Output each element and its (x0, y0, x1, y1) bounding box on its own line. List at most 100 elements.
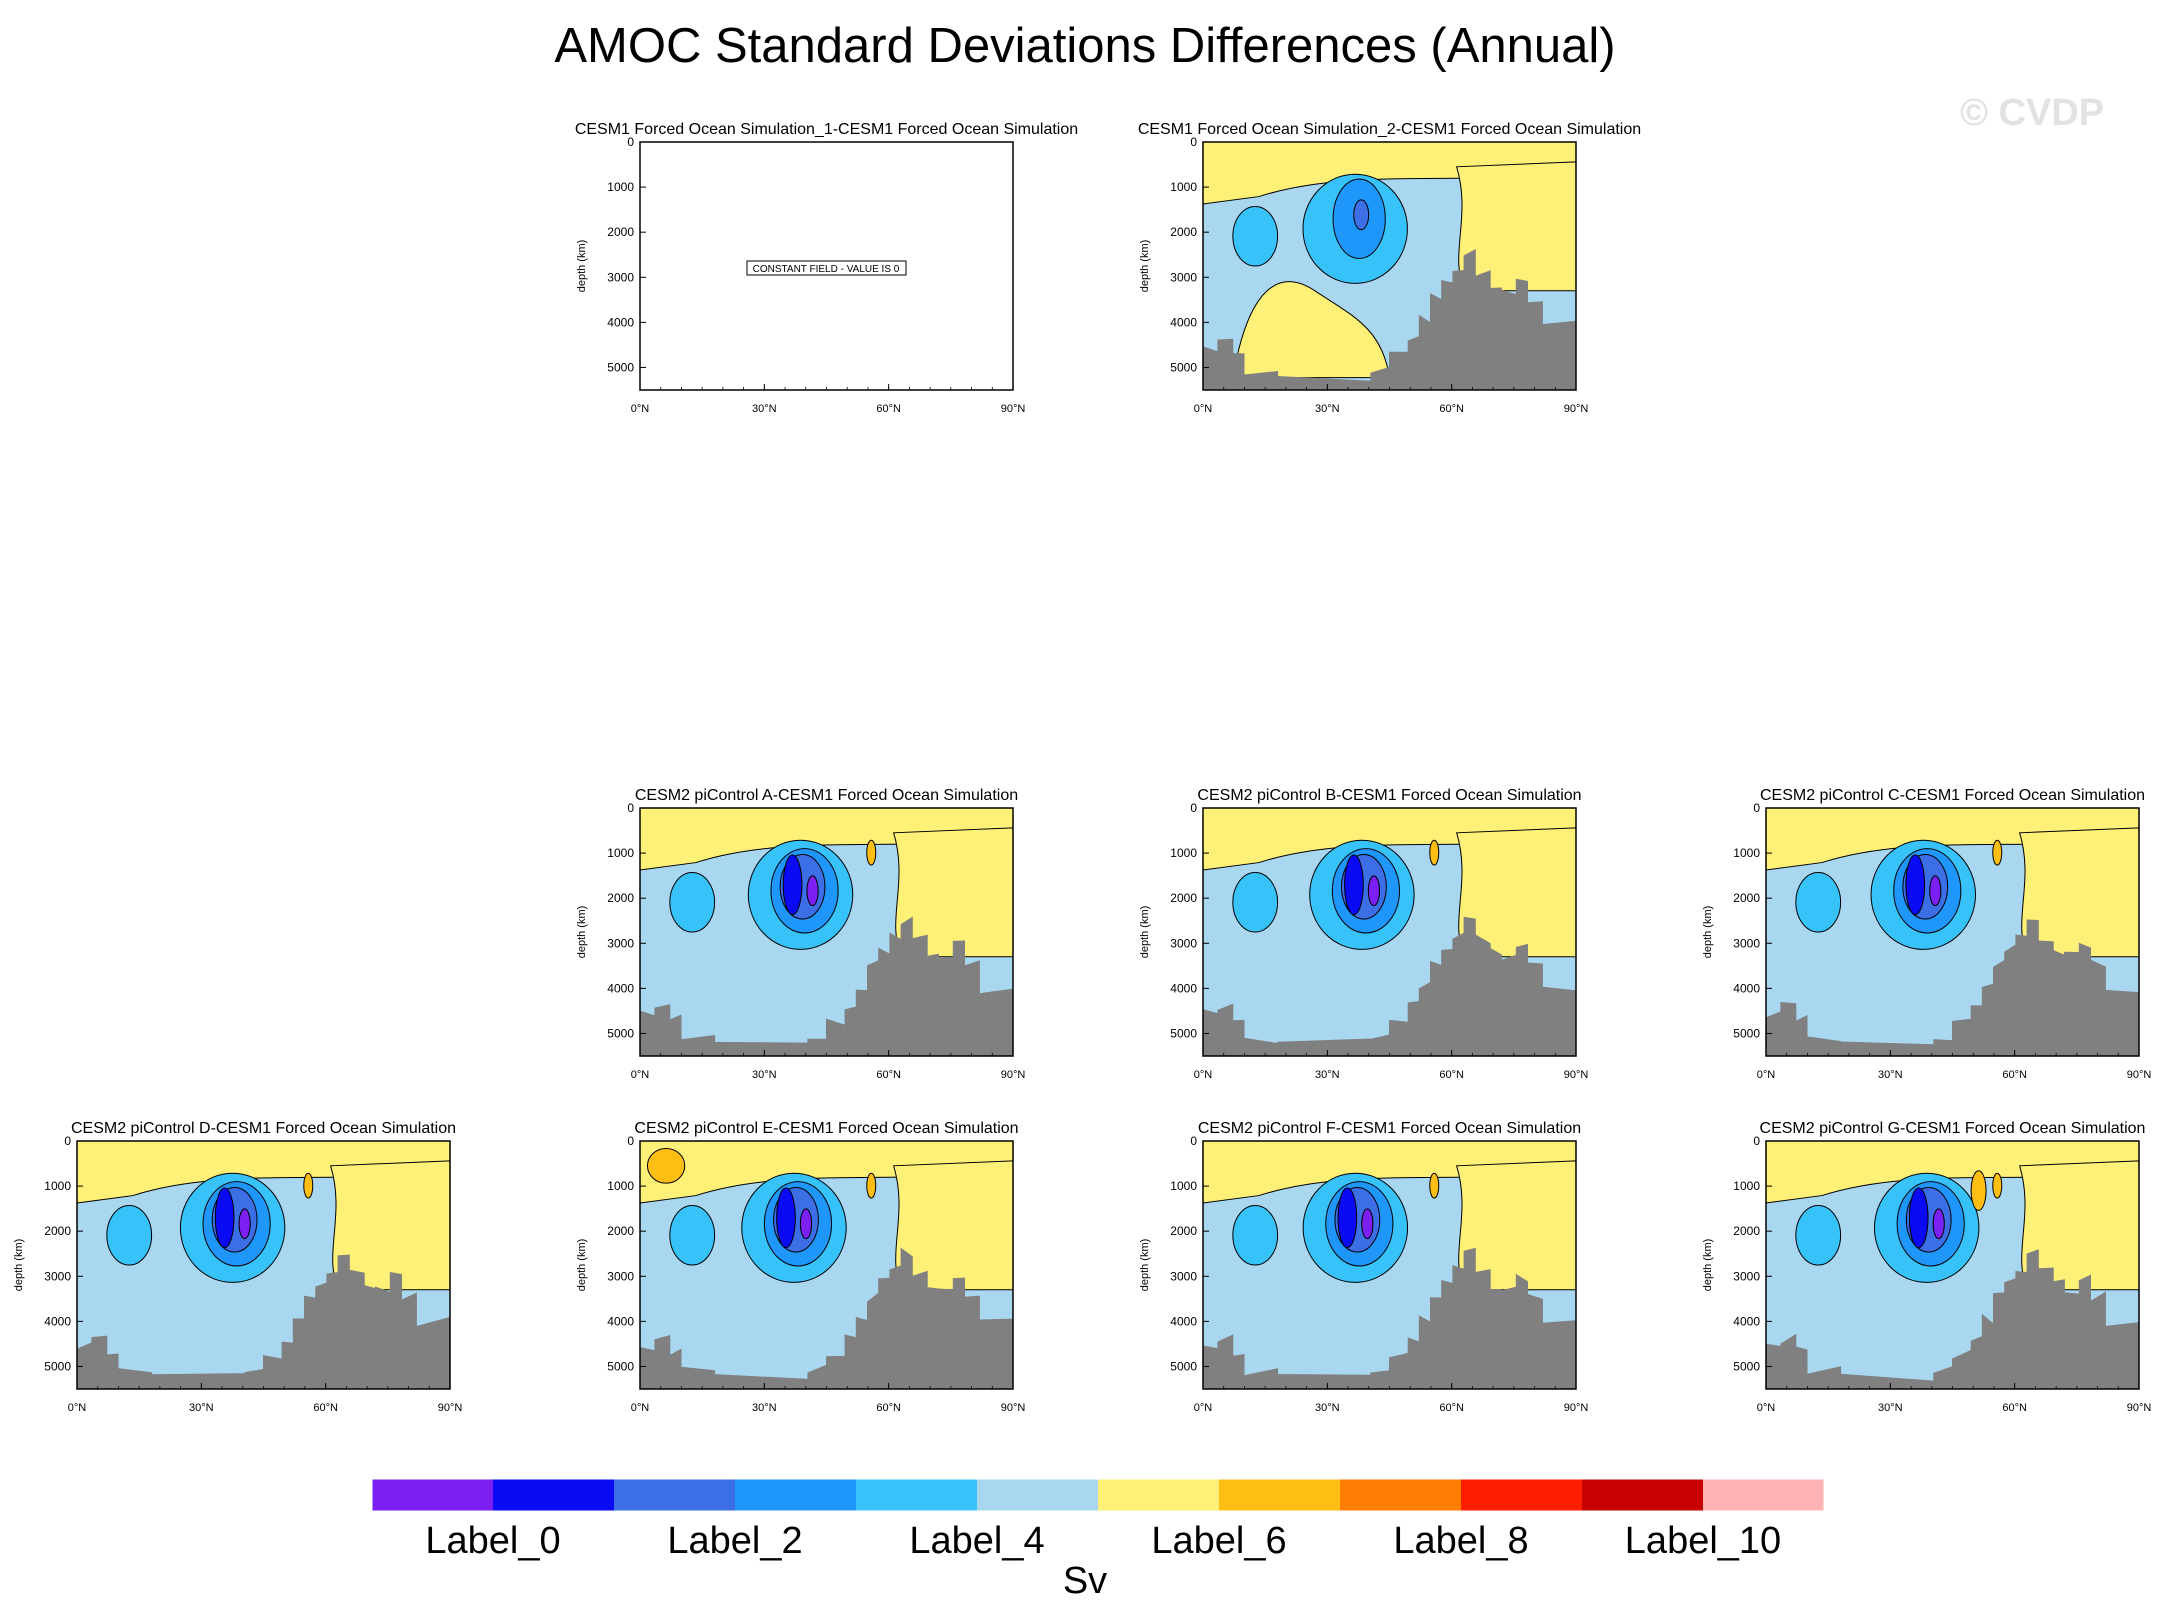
x-tick-label: 30°N (752, 1402, 777, 1414)
x-tick-label: 90°N (1564, 1402, 1589, 1414)
y-tick-label: 0 (1190, 801, 1197, 815)
panel-title: CESM2 piControl D-CESM1 Forced Ocean Sim… (71, 1120, 456, 1137)
contour-field (1203, 808, 1576, 1056)
panel-title: CESM1 Forced Ocean Simulation_2-CESM1 Fo… (1138, 121, 1641, 138)
x-tick-label: 30°N (189, 1402, 214, 1414)
positive-spot (866, 839, 877, 866)
panel-8: CESM2 piControl F-CESM1 Forced Ocean Sim… (1139, 1120, 1588, 1414)
bathymetry (1203, 1247, 1576, 1389)
x-tick-label: 0°N (631, 1402, 650, 1414)
y-tick-label: 5000 (44, 1359, 71, 1373)
x-tick-label: 30°N (752, 1069, 777, 1081)
constant-field-text: CONSTANT FIELD - VALUE IS 0 (753, 264, 900, 275)
y-tick-label: 4000 (1733, 1314, 1760, 1328)
y-tick-label: 0 (1190, 1134, 1197, 1148)
negative-cell-west (669, 871, 716, 933)
y-tick-label: 0 (627, 135, 634, 149)
x-tick-label: 60°N (2002, 1069, 2027, 1081)
y-tick-label: 5000 (607, 360, 634, 374)
y-tick-label: 1000 (607, 180, 634, 194)
panel-title: CESM2 piControl B-CESM1 Forced Ocean Sim… (1197, 787, 1581, 804)
panel-3: CESM2 piControl A-CESM1 Forced Ocean Sim… (576, 787, 1025, 1081)
y-axis-label: depth (km) (1139, 240, 1151, 293)
cvdp-watermark: © CVDP (1960, 92, 2105, 134)
y-tick-label: 1000 (1170, 180, 1197, 194)
deep-positive-region (1232, 281, 1391, 379)
positive-spot (303, 1172, 314, 1199)
x-tick-label: 30°N (1315, 1402, 1340, 1414)
y-tick-label: 5000 (607, 1026, 634, 1040)
x-tick-label: 90°N (1001, 1402, 1026, 1414)
y-tick-label: 4000 (1733, 981, 1760, 995)
negative-cell-west (1232, 1204, 1279, 1266)
negative-core (1337, 1187, 1358, 1249)
y-tick-label: 1000 (1170, 846, 1197, 860)
positive-spot (1992, 1172, 2003, 1199)
negative-core (1908, 1187, 1929, 1249)
panel-title: CESM1 Forced Ocean Simulation_1-CESM1 Fo… (575, 121, 1078, 138)
x-tick-label: 0°N (68, 1402, 87, 1414)
x-tick-label: 60°N (1439, 1402, 1464, 1414)
x-tick-label: 60°N (876, 403, 901, 415)
negative-cell-west (106, 1204, 153, 1266)
y-tick-label: 2000 (1170, 225, 1197, 239)
contour-field (640, 808, 1013, 1056)
figure-title: AMOC Standard Deviations Differences (An… (554, 19, 1616, 73)
y-tick-label: 2000 (607, 891, 634, 905)
y-tick-label: 3000 (1733, 1269, 1760, 1283)
y-tick-label: 4000 (44, 1314, 71, 1328)
panel-5: CESM2 piControl C-CESM1 Forced Ocean Sim… (1702, 787, 2151, 1081)
x-tick-label: 60°N (876, 1069, 901, 1081)
constant-field-label: CONSTANT FIELD - VALUE IS 0 (746, 260, 907, 276)
negative-peak (806, 875, 819, 907)
bathymetry (1766, 919, 2139, 1056)
bathymetry (640, 916, 1013, 1056)
x-tick-label: 0°N (1194, 1069, 1213, 1081)
negative-peak (799, 1208, 813, 1240)
positive-spot (866, 1172, 877, 1199)
x-tick-label: 30°N (1878, 1069, 1903, 1081)
x-tick-label: 30°N (752, 403, 777, 415)
panel-title: CESM2 piControl E-CESM1 Forced Ocean Sim… (634, 1120, 1018, 1137)
bathymetry (1203, 916, 1576, 1056)
x-tick-label: 60°N (876, 1402, 901, 1414)
y-tick-label: 0 (627, 801, 634, 815)
y-tick-label: 4000 (1170, 1314, 1197, 1328)
positive-spot-north (1970, 1170, 1987, 1211)
y-tick-label: 0 (627, 1134, 634, 1148)
y-tick-label: 1000 (1170, 1179, 1197, 1193)
x-tick-label: 90°N (1564, 403, 1589, 415)
positive-spot-west (646, 1147, 686, 1184)
y-axis-label: depth (km) (576, 1239, 588, 1292)
negative-core (776, 1187, 796, 1249)
x-tick-label: 90°N (1001, 1069, 1026, 1081)
x-tick-label: 90°N (1564, 1069, 1589, 1081)
negative-peak (1929, 875, 1942, 907)
y-tick-label: 4000 (607, 981, 634, 995)
negative-cell-west (1795, 871, 1842, 933)
bathymetry (77, 1254, 450, 1389)
contour-field (77, 1141, 450, 1389)
y-axis-label: depth (km) (1702, 906, 1714, 959)
y-tick-label: 4000 (1170, 315, 1197, 329)
y-tick-label: 2000 (607, 225, 634, 239)
x-tick-label: 90°N (1001, 403, 1026, 415)
y-tick-label: 3000 (607, 1269, 634, 1283)
panel-title: CESM2 piControl F-CESM1 Forced Ocean Sim… (1198, 1120, 1581, 1137)
panel-title: CESM2 piControl G-CESM1 Forced Ocean Sim… (1760, 1120, 2146, 1137)
negative-peak (238, 1208, 251, 1240)
negative-peak (1367, 875, 1381, 907)
y-axis-label: depth (km) (576, 906, 588, 959)
x-tick-label: 0°N (1757, 1069, 1776, 1081)
y-tick-label: 3000 (1733, 936, 1760, 950)
colorbar-units: Sv (1062, 1560, 1108, 1602)
y-tick-label: 2000 (1170, 891, 1197, 905)
positive-spot (1992, 839, 2003, 866)
x-tick-label: 60°N (313, 1402, 338, 1414)
panel-4: CESM2 piControl B-CESM1 Forced Ocean Sim… (1139, 787, 1588, 1081)
y-tick-label: 1000 (1733, 846, 1760, 860)
negative-core (1353, 199, 1370, 231)
x-tick-label: 30°N (1315, 403, 1340, 415)
x-tick-label: 90°N (438, 1402, 463, 1414)
